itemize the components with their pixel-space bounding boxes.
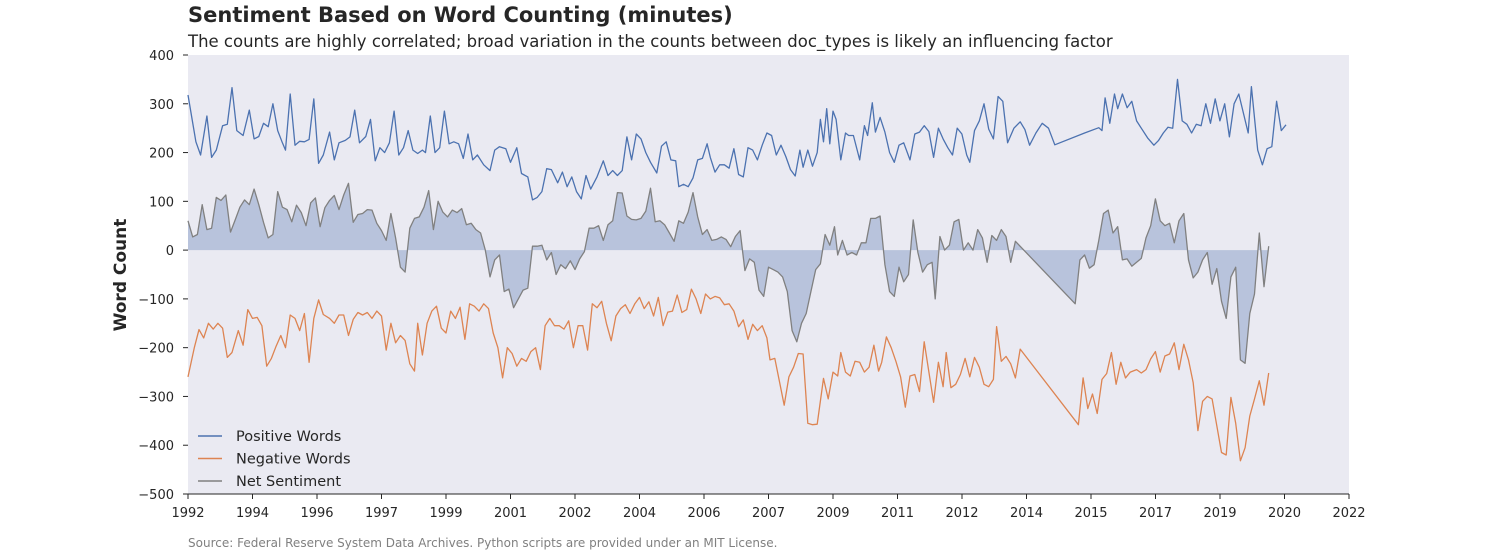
y-tick-label: 200 [149,147,174,162]
x-tick-label: 2006 [687,506,720,521]
source-note: Source: Federal Reserve System Data Arch… [188,536,778,550]
x-ticks: 1992 1994 1996 1997 1999 2001 2002 2004 2006 2007… [171,494,1366,521]
x-tick-label: 2009 [816,506,849,521]
x-tick-label: 2004 [623,506,656,521]
x-tick-label: 1992 [171,506,204,521]
y-tick-label: −400 [138,439,174,454]
net-sentiment-fill-layer [188,183,1269,364]
x-tick-label: 2020 [1268,506,1301,521]
x-tick-label: 1997 [365,506,398,521]
plot-area [188,55,1349,494]
x-tick-label: 2002 [558,506,591,521]
x-tick-label: 2017 [1139,506,1172,521]
x-tick-label: 1994 [236,506,269,521]
series-line-negative-words [187,288,1270,462]
series-line-positive-words [187,78,1287,201]
x-tick-label: 2001 [494,506,527,521]
x-tick-label: 2014 [1010,506,1043,521]
x-tick-label: 1996 [300,506,333,521]
x-tick-label: 2015 [1074,506,1107,521]
y-tick-label: 400 [149,49,174,64]
x-tick-label: 2011 [881,506,914,521]
x-tick-label: 2007 [752,506,785,521]
y-tick-label: 0 [166,244,174,259]
series-layer [187,78,1287,462]
x-tick-label: 2022 [1332,506,1365,521]
y-tick-label: 300 [149,98,174,113]
y-tick-label: −100 [138,293,174,308]
chart-title: Sentiment Based on Word Counting (minute… [188,3,733,27]
x-tick-label: 2019 [1203,506,1236,521]
series-line-net-sentiment [187,182,1270,364]
y-tick-label: −200 [138,342,174,357]
legend-label: Positive Words [236,429,341,445]
y-axis-label: Word Count [111,219,131,332]
legend: Positive Words Negative Words Net Sentimen… [198,429,351,490]
y-ticks: 400 300 200 100 0 −100 −200 −300 −400 −500 [138,49,188,503]
x-tick-label: 2012 [945,506,978,521]
x-tick-label: 1999 [429,506,462,521]
y-tick-label: 100 [149,195,174,210]
y-tick-label: −500 [138,488,174,503]
y-tick-label: −300 [138,390,174,405]
net-sentiment-fill [188,183,1269,364]
legend-label: Negative Words [236,452,351,468]
legend-label: Net Sentiment [236,474,341,490]
chart-subtitle: The counts are highly correlated; broad … [188,32,1113,51]
